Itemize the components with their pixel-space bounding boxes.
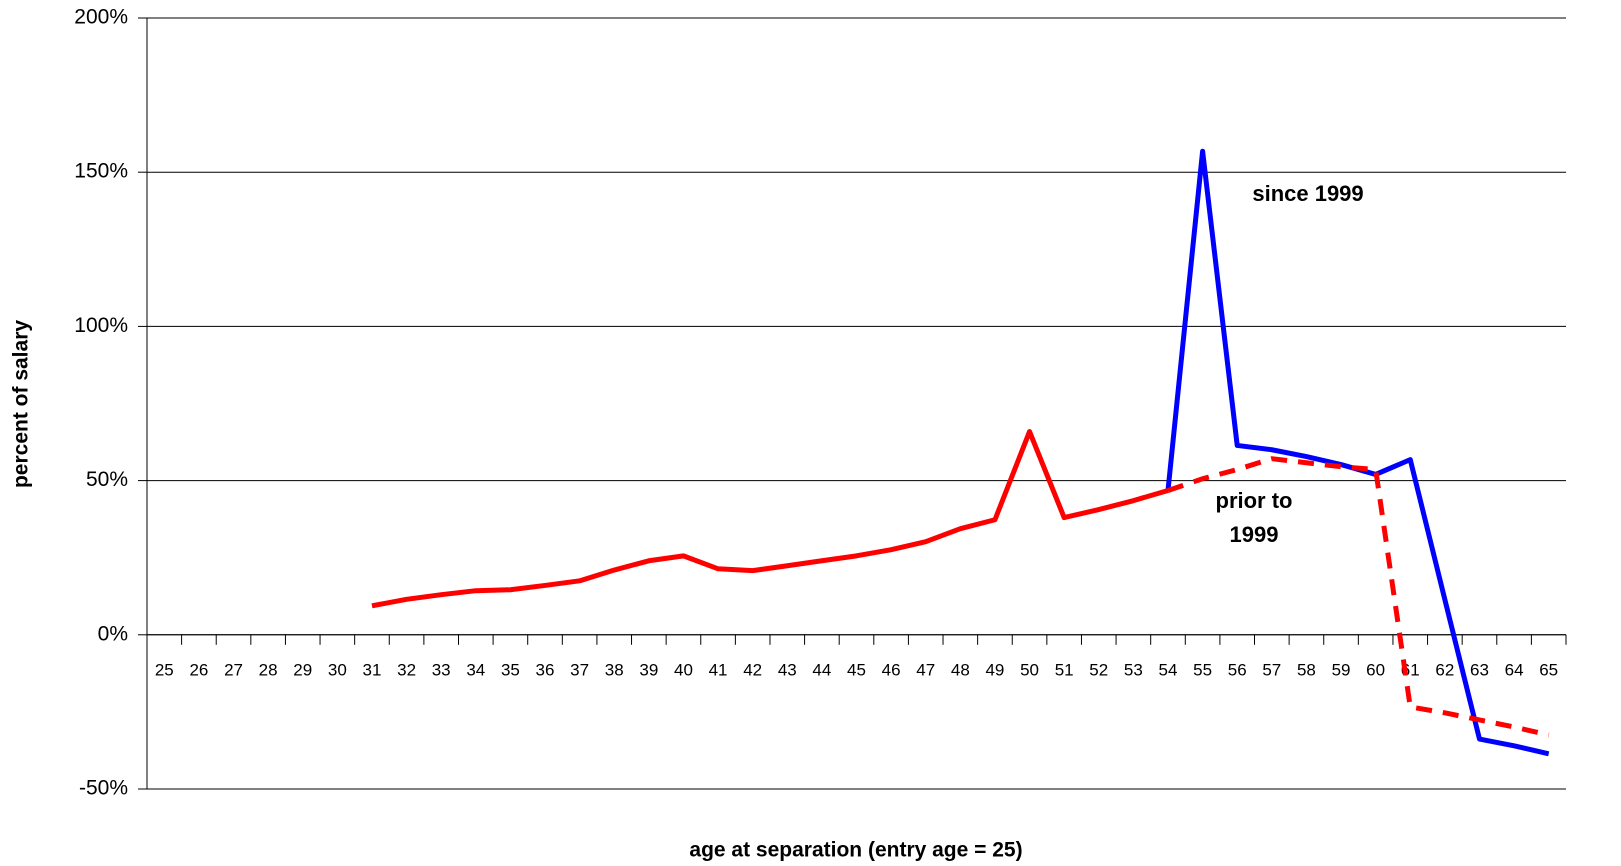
x-tick-label: 62 bbox=[1435, 660, 1454, 679]
x-tick-label: 29 bbox=[293, 660, 312, 679]
x-tick-label: 34 bbox=[466, 660, 485, 679]
x-tick-label: 43 bbox=[778, 660, 797, 679]
y-axis-title: percent of salary bbox=[10, 320, 33, 488]
data-line bbox=[1165, 148, 1550, 757]
y-tick-label: -50% bbox=[79, 777, 128, 800]
x-tick-label: 53 bbox=[1124, 660, 1143, 679]
x-tick-label: 39 bbox=[639, 660, 658, 679]
x-tick-label: 65 bbox=[1539, 660, 1558, 679]
x-tick-label: 33 bbox=[432, 660, 451, 679]
series-label: prior to 1999 bbox=[1215, 488, 1293, 547]
x-tick-label: 44 bbox=[812, 660, 831, 679]
x-tick-label: 50 bbox=[1020, 660, 1039, 679]
x-tick-label: 55 bbox=[1193, 660, 1212, 679]
x-tick-label: 38 bbox=[605, 660, 624, 679]
y-tick-label: 50% bbox=[86, 468, 128, 491]
series-label: since 1999 bbox=[1252, 181, 1364, 206]
x-tick-label: 47 bbox=[916, 660, 935, 679]
x-tick-label: 35 bbox=[501, 660, 520, 679]
x-tick-label: 63 bbox=[1470, 660, 1489, 679]
x-tick-label: 58 bbox=[1297, 660, 1316, 679]
x-tick-label: 32 bbox=[397, 660, 416, 679]
y-tick-label: 0% bbox=[98, 622, 128, 645]
x-tick-label: 41 bbox=[709, 660, 728, 679]
x-tick-label: 37 bbox=[570, 660, 589, 679]
x-tick-label: 26 bbox=[189, 660, 208, 679]
x-tick-label: 56 bbox=[1228, 660, 1247, 679]
x-tick-label: 25 bbox=[155, 660, 174, 679]
x-tick-label: 46 bbox=[882, 660, 901, 679]
x-tick-label: 48 bbox=[951, 660, 970, 679]
y-tick-label: 150% bbox=[74, 160, 128, 183]
x-tick-label: 52 bbox=[1089, 660, 1108, 679]
data-line bbox=[371, 429, 1169, 609]
x-tick-label: 42 bbox=[743, 660, 762, 679]
x-axis-title: age at separation (entry age = 25) bbox=[689, 839, 1022, 862]
x-tick-label: 54 bbox=[1159, 660, 1178, 679]
x-tick-label: 28 bbox=[259, 660, 278, 679]
y-tick-label: 100% bbox=[74, 314, 128, 337]
x-tick-label: 49 bbox=[985, 660, 1004, 679]
x-tick-label: 59 bbox=[1332, 660, 1351, 679]
x-tick-label: 60 bbox=[1366, 660, 1385, 679]
x-tick-label: 57 bbox=[1262, 660, 1281, 679]
y-tick-label: 200% bbox=[74, 6, 128, 29]
x-tick-label: 51 bbox=[1055, 660, 1074, 679]
x-tick-label: 64 bbox=[1505, 660, 1524, 679]
data-line bbox=[1167, 456, 1550, 738]
x-tick-label: 36 bbox=[536, 660, 555, 679]
x-tick-label: 27 bbox=[224, 660, 243, 679]
x-tick-label: 31 bbox=[363, 660, 382, 679]
x-tick-label: 40 bbox=[674, 660, 693, 679]
x-tick-label: 45 bbox=[847, 660, 866, 679]
x-tick-label: 30 bbox=[328, 660, 347, 679]
